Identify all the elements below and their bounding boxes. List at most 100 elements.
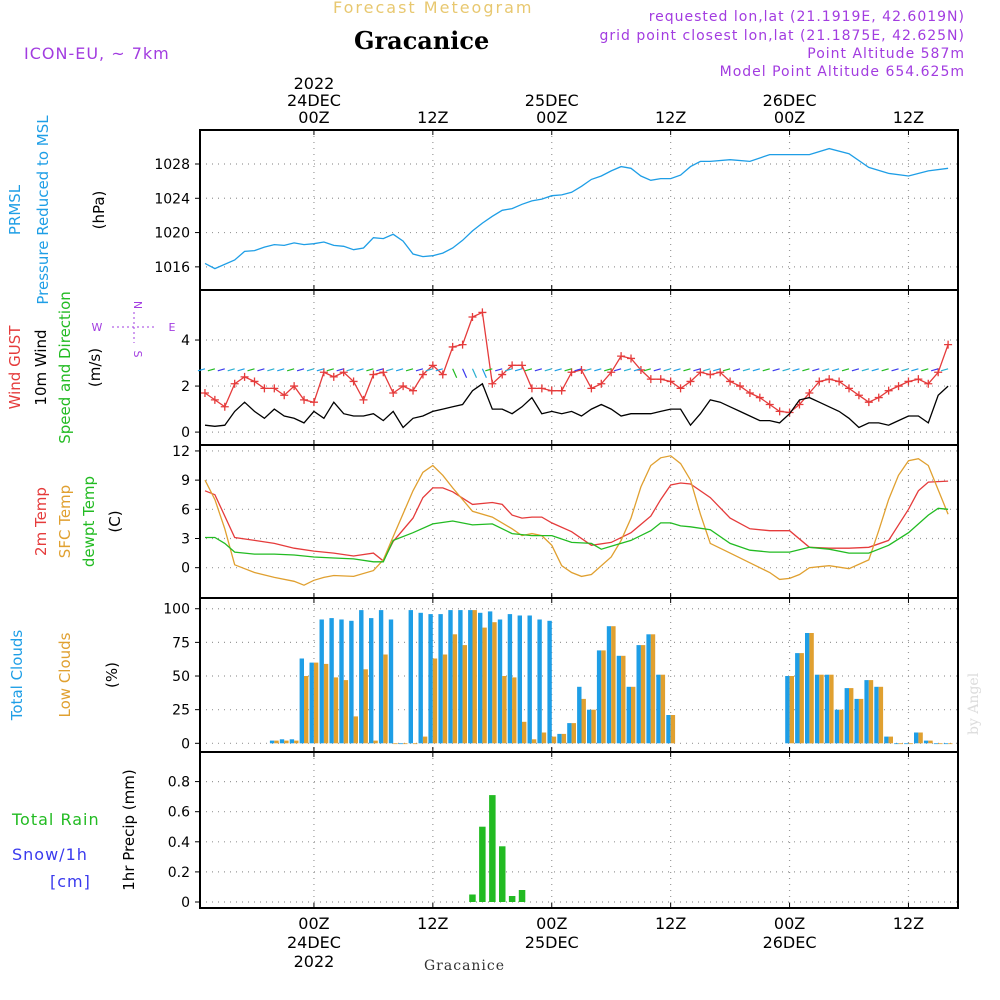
clouds-bar bbox=[789, 676, 794, 744]
wind-arrow bbox=[584, 368, 592, 372]
clouds-bar bbox=[462, 645, 467, 744]
time-label-bottom: 12Z bbox=[417, 914, 448, 933]
wind-gust-marker bbox=[686, 377, 695, 386]
wind-gust-marker bbox=[765, 400, 774, 409]
clouds-bar bbox=[938, 743, 943, 745]
precip-legend-label: Snow/1h bbox=[12, 845, 88, 864]
model-altitude: Model Point Altitude 654.625m bbox=[719, 64, 965, 80]
clouds-side-label: Total Clouds bbox=[8, 630, 26, 722]
precip-bar bbox=[518, 890, 526, 902]
clouds-bar bbox=[650, 634, 656, 744]
wind-arrow bbox=[940, 368, 949, 372]
compass-letter: E bbox=[169, 321, 176, 334]
clouds-bar bbox=[884, 736, 889, 744]
wind-arrow bbox=[871, 368, 879, 372]
point-altitude: Point Altitude 587m bbox=[807, 46, 965, 62]
clouds-bar bbox=[304, 676, 309, 744]
wind-arrow bbox=[544, 368, 552, 372]
wind-arrow bbox=[296, 368, 305, 372]
wind-arrow bbox=[722, 368, 731, 372]
pressure-ytick-label: 1028 bbox=[154, 157, 190, 173]
wind-gust-marker bbox=[260, 384, 269, 393]
wind-gust-marker bbox=[696, 368, 705, 377]
pressure-side-label: (hPa) bbox=[90, 191, 108, 230]
wind-gust-marker bbox=[587, 384, 596, 393]
clouds-bar bbox=[452, 634, 458, 744]
clouds-bar bbox=[849, 688, 854, 744]
clouds-bar bbox=[442, 654, 448, 744]
wind-gust-marker bbox=[399, 382, 408, 391]
wind-gust-marker bbox=[379, 368, 388, 377]
wind-gust-marker bbox=[597, 379, 606, 388]
clouds-bar bbox=[799, 653, 804, 744]
wind-gust-marker bbox=[250, 377, 259, 386]
temperature-series-line bbox=[204, 455, 949, 586]
wind-gust-marker bbox=[339, 368, 348, 377]
wind-gust-marker bbox=[656, 375, 665, 384]
clouds-bar bbox=[517, 615, 522, 744]
wind-arrow bbox=[663, 368, 671, 372]
clouds-bar bbox=[541, 732, 547, 744]
clouds-bar bbox=[601, 650, 606, 744]
clouds-bar bbox=[482, 627, 487, 744]
wind-arrow bbox=[851, 368, 860, 372]
wind-arrow bbox=[277, 368, 285, 372]
wind-arrow bbox=[752, 368, 760, 372]
clouds-bar bbox=[646, 634, 651, 744]
clouds-bar bbox=[329, 618, 334, 744]
clouds-bar bbox=[432, 658, 438, 744]
wind-gust-marker bbox=[230, 379, 239, 388]
wind-gust-marker bbox=[676, 384, 685, 393]
clouds-bar bbox=[858, 698, 864, 744]
wind-gust-marker bbox=[785, 408, 794, 417]
clouds-bar bbox=[333, 677, 339, 744]
wind-arrow bbox=[227, 368, 235, 372]
clouds-bar bbox=[656, 674, 661, 744]
wind-arrow bbox=[841, 368, 850, 372]
clouds-ytick-label: 75 bbox=[172, 635, 190, 651]
clouds-bar bbox=[918, 732, 923, 744]
wind-gust-marker bbox=[537, 384, 546, 393]
temperature-series-line bbox=[204, 480, 949, 562]
pressure-series-line bbox=[204, 147, 949, 270]
wind-arrow bbox=[366, 368, 374, 372]
wind-gust-marker bbox=[874, 393, 883, 402]
chart-title: Gracanice bbox=[354, 26, 490, 55]
precip-ytick-label: 0.8 bbox=[168, 775, 190, 791]
wind-arrow bbox=[564, 368, 572, 372]
wind-gust-marker bbox=[468, 313, 477, 322]
wind-frame bbox=[199, 289, 959, 446]
clouds-bar bbox=[854, 698, 859, 744]
clouds-side-label: Low Clouds bbox=[56, 632, 74, 717]
wind-arrow bbox=[574, 368, 582, 372]
wind-arrow bbox=[415, 368, 424, 372]
wind-arrow bbox=[921, 368, 929, 372]
clouds-bar bbox=[468, 610, 473, 744]
compass-letter: W bbox=[92, 321, 103, 334]
clouds-bar bbox=[492, 622, 497, 744]
wind-gust-marker bbox=[458, 340, 467, 349]
time-label-bottom: 12Z bbox=[893, 914, 924, 933]
time-label-top: 26DEC bbox=[763, 91, 817, 110]
wind-arrow bbox=[257, 368, 265, 372]
wind-arrow bbox=[554, 368, 562, 372]
wind-side-label: Wind GUST bbox=[6, 325, 24, 410]
time-label-bottom: 25DEC bbox=[525, 933, 579, 952]
wind-gust-marker bbox=[369, 370, 378, 379]
clouds-bar bbox=[943, 743, 949, 745]
clouds-bar bbox=[606, 626, 612, 744]
wind-gust-marker bbox=[200, 388, 209, 397]
time-label-top: 12Z bbox=[893, 108, 924, 127]
wind-arrow bbox=[911, 368, 919, 372]
clouds-bar bbox=[289, 739, 295, 744]
time-label-top: 2022 bbox=[294, 74, 335, 93]
clouds-bar bbox=[472, 610, 477, 744]
clouds-bar bbox=[660, 674, 666, 744]
precip-legend-label: Total Rain bbox=[11, 810, 100, 829]
wind-gust-marker bbox=[329, 372, 338, 381]
clouds-bar bbox=[547, 620, 552, 744]
clouds-bar bbox=[636, 645, 641, 744]
wind-arrow bbox=[604, 368, 612, 372]
clouds-bar bbox=[795, 653, 800, 744]
